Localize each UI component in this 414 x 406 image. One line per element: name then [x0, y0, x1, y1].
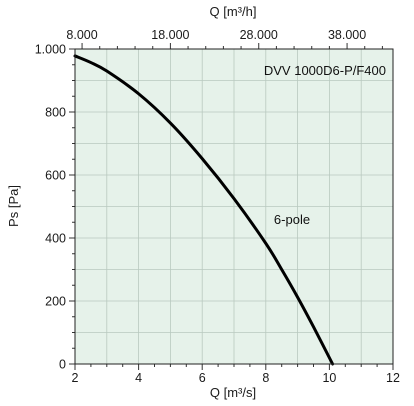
y-axis-title: Ps [Pa]: [6, 185, 21, 227]
y-tick-label: 0: [59, 358, 66, 372]
x2-tick-label: 38.000: [328, 28, 366, 42]
x-tick-label: 10: [322, 371, 336, 385]
y-tick-label: 400: [45, 232, 66, 246]
x2-tick-label: 18.000: [151, 28, 189, 42]
y-tick-label: 800: [45, 106, 66, 120]
chart-title: DVV 1000D6-P/F400: [264, 63, 386, 78]
plot-border: [74, 48, 394, 365]
y-tick-label: 200: [45, 295, 66, 309]
y-tick-label: 600: [45, 169, 66, 183]
x-tick-label: 12: [386, 371, 400, 385]
x-tick-label: 6: [199, 371, 206, 385]
x-tick-label: 8: [262, 371, 269, 385]
x-tick-label: 4: [135, 371, 142, 385]
series-label-6-pole: 6-pole: [274, 212, 310, 227]
x2-tick-label: 28.000: [240, 28, 278, 42]
x2-tick-label: 8.000: [66, 28, 97, 42]
x-axis-title: Q [m³/s]: [210, 385, 256, 400]
y-tick-label: 1.000: [35, 43, 66, 57]
series-line-6-pole: [73, 54, 335, 366]
x-tick-label: 2: [72, 371, 79, 385]
top-axis-title: Q [m³/h]: [210, 4, 257, 19]
